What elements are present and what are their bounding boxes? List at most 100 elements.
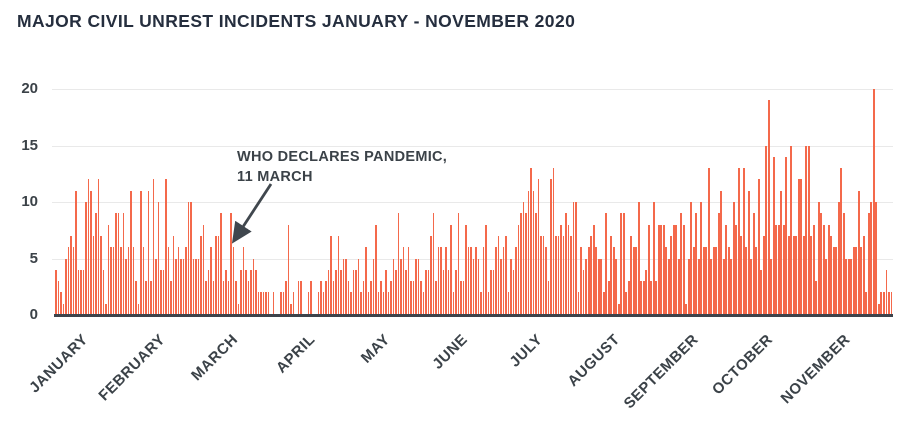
bar-april-19 xyxy=(335,269,337,315)
bar-august-1 xyxy=(635,247,638,315)
bar-october-6 xyxy=(752,213,755,315)
bar-june-16 xyxy=(500,258,502,315)
bar-august-2 xyxy=(610,235,613,315)
bar-october-1 xyxy=(792,235,795,315)
bar-february-11 xyxy=(190,202,192,315)
bar-march-22 xyxy=(280,292,282,315)
bar-november-2 xyxy=(867,213,870,315)
bar-september-4 xyxy=(725,224,728,315)
bar-march-3 xyxy=(232,247,235,315)
bar-july-4 xyxy=(517,224,520,315)
bar-september-1 xyxy=(692,247,695,315)
bar-september-2 xyxy=(730,258,733,315)
bar-may-1 xyxy=(415,258,417,315)
bar-november-25 xyxy=(877,303,880,315)
bar-september-23 xyxy=(720,190,723,315)
bar-august-3 xyxy=(660,224,663,315)
bar-february-3 xyxy=(137,303,140,315)
bar-june-8 xyxy=(507,292,510,315)
bar-april-2 xyxy=(310,281,312,315)
bar-january-17 xyxy=(95,213,97,315)
bar-june-4 xyxy=(447,269,450,315)
bar-june-1 xyxy=(435,281,437,315)
bar-february-17 xyxy=(200,235,202,315)
bar-august-21 xyxy=(637,202,640,315)
bar-july-13 xyxy=(555,235,557,315)
bar-april-2 xyxy=(325,281,327,315)
bar-may-12 xyxy=(427,269,430,315)
bar-june-8 xyxy=(487,292,490,315)
bar-march-22 xyxy=(265,292,267,315)
bar-march-3 xyxy=(242,247,245,315)
bar-october-11 xyxy=(790,145,793,315)
bar-february-2 xyxy=(145,281,147,315)
bar-august-1 xyxy=(587,247,590,315)
bar-march-22 xyxy=(267,292,270,315)
bar-november-20 xyxy=(882,292,885,315)
bar-november-1 xyxy=(817,202,820,315)
x-axis-baseline xyxy=(54,314,893,317)
bar-november-2 xyxy=(842,213,845,315)
gridline-10 xyxy=(52,202,893,203)
bar-july-3 xyxy=(580,247,582,315)
bar-may-3 xyxy=(370,281,372,315)
bar-april-25 xyxy=(345,258,347,315)
bar-august-9 xyxy=(655,281,658,315)
chart-title: MAJOR CIVIL UNREST INCIDENTS JANUARY - N… xyxy=(17,11,576,31)
y-tick-label-15: 15 xyxy=(21,136,38,154)
bar-august-5 xyxy=(615,258,618,315)
bar-june-2 xyxy=(470,247,472,315)
bar-july-9 xyxy=(530,168,532,315)
bar-april-20 xyxy=(337,235,340,315)
bar-january-4 xyxy=(105,303,107,315)
bar-september-18 xyxy=(737,168,740,315)
bar-april-19 xyxy=(352,269,355,315)
bar-july-9 xyxy=(552,168,555,315)
bar-january-4 xyxy=(62,303,65,315)
bar-april-2 xyxy=(347,281,350,315)
bar-march-3 xyxy=(210,247,212,315)
bar-january-6 xyxy=(112,247,115,315)
bar-october-4 xyxy=(747,190,750,315)
bar-may-4 xyxy=(402,247,405,315)
bar-september-1 xyxy=(665,247,668,315)
bar-january-7 xyxy=(92,235,95,315)
bar-november-1 xyxy=(870,202,873,315)
bar-may-4 xyxy=(365,247,367,315)
bar-march-22 xyxy=(257,292,260,315)
bar-march-2 xyxy=(250,269,252,315)
bar-march-1 xyxy=(212,281,215,315)
bar-march-14 xyxy=(237,303,240,315)
bar-october-8 xyxy=(757,179,760,315)
bar-october-14 xyxy=(785,156,788,315)
bar-april-19 xyxy=(355,269,357,315)
bar-april-25 xyxy=(342,258,345,315)
bar-october-4 xyxy=(780,190,783,315)
bar-june-8 xyxy=(452,292,455,315)
bar-may-2 xyxy=(377,292,380,315)
bar-april-20 xyxy=(330,235,332,315)
bar-october-15 xyxy=(777,224,780,315)
bar-july-6 xyxy=(572,202,575,315)
bar-july-13 xyxy=(570,235,572,315)
bar-april-1 xyxy=(282,292,285,315)
bar-october-8 xyxy=(797,179,800,315)
bar-august-5 xyxy=(597,258,600,315)
bar-august-7 xyxy=(625,292,628,315)
annotation-line1: WHO DECLARES PANDEMIC, xyxy=(237,149,448,165)
bar-may-1 xyxy=(400,258,402,315)
bar-september-18 xyxy=(707,168,710,315)
bar-july-3 xyxy=(515,247,517,315)
bar-april-2 xyxy=(332,281,335,315)
bar-march-2 xyxy=(240,269,242,315)
gridline-5 xyxy=(52,258,893,260)
bar-february-10 xyxy=(155,258,157,315)
bar-february-10 xyxy=(197,258,200,315)
bar-august-2 xyxy=(590,235,592,315)
bar-may-17 xyxy=(432,213,435,315)
bar-october-15 xyxy=(812,224,815,315)
bar-august-24 xyxy=(645,269,648,315)
bar-october-5 xyxy=(750,258,753,315)
bar-march-2 xyxy=(255,269,257,315)
